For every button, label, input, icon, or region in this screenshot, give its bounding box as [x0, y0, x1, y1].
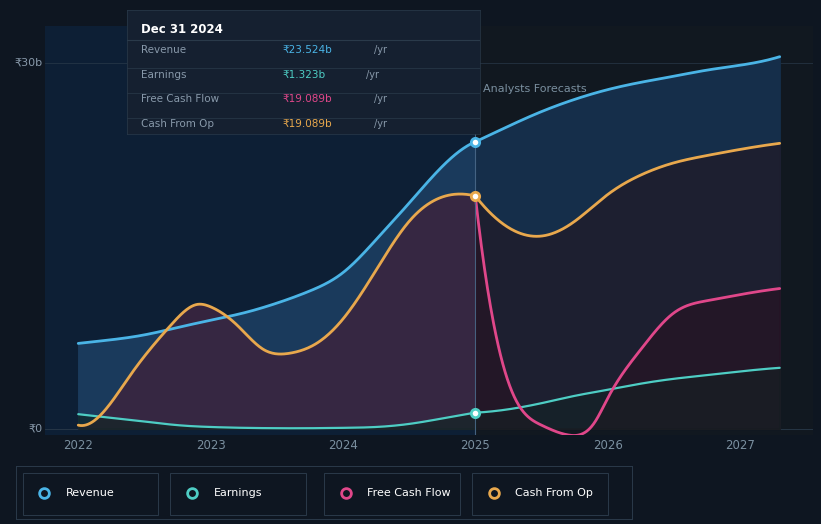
Text: ₹1.323b: ₹1.323b [282, 70, 326, 80]
Text: Cash From Op: Cash From Op [516, 487, 593, 498]
Text: Revenue: Revenue [66, 487, 114, 498]
Text: ₹19.089b: ₹19.089b [282, 94, 333, 104]
Text: /yr: /yr [374, 94, 388, 104]
Text: /yr: /yr [365, 70, 378, 80]
Text: ₹19.089b: ₹19.089b [282, 119, 333, 129]
Text: ₹30b: ₹30b [15, 58, 43, 68]
Text: Past: Past [444, 84, 467, 94]
Text: Revenue: Revenue [141, 45, 186, 55]
Text: /yr: /yr [374, 119, 388, 129]
Text: Analysts Forecasts: Analysts Forecasts [484, 84, 587, 94]
Text: Free Cash Flow: Free Cash Flow [368, 487, 451, 498]
Text: /yr: /yr [374, 45, 388, 55]
Text: ₹23.524b: ₹23.524b [282, 45, 333, 55]
Text: Cash From Op: Cash From Op [141, 119, 214, 129]
Text: Earnings: Earnings [141, 70, 187, 80]
Text: Earnings: Earnings [213, 487, 262, 498]
Text: Free Cash Flow: Free Cash Flow [141, 94, 219, 104]
Polygon shape [475, 26, 813, 435]
Text: ₹0: ₹0 [29, 424, 43, 434]
Polygon shape [45, 26, 475, 435]
Text: Dec 31 2024: Dec 31 2024 [141, 23, 223, 36]
